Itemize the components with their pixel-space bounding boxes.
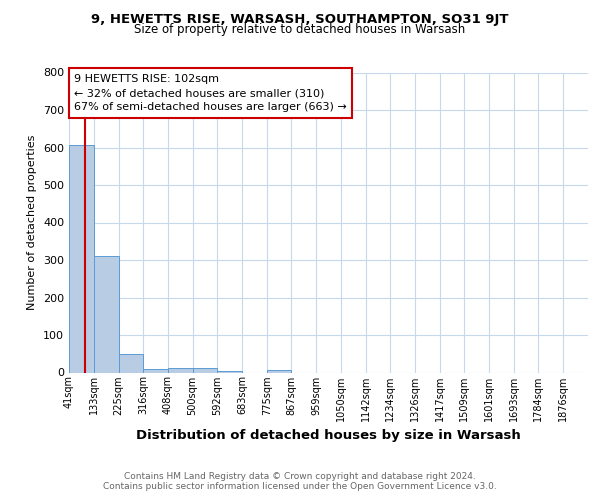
Bar: [266, 370, 292, 372]
Text: 9, HEWETTS RISE, WARSASH, SOUTHAMPTON, SO31 9JT: 9, HEWETTS RISE, WARSASH, SOUTHAMPTON, S…: [91, 12, 509, 26]
Text: Size of property relative to detached houses in Warsash: Size of property relative to detached ho…: [134, 22, 466, 36]
Bar: [119, 354, 143, 372]
Bar: [168, 368, 193, 372]
Bar: [217, 370, 242, 372]
Bar: [143, 369, 168, 372]
X-axis label: Distribution of detached houses by size in Warsash: Distribution of detached houses by size …: [136, 429, 521, 442]
Bar: [193, 368, 217, 372]
Bar: [69, 144, 94, 372]
Text: 9 HEWETTS RISE: 102sqm
← 32% of detached houses are smaller (310)
67% of semi-de: 9 HEWETTS RISE: 102sqm ← 32% of detached…: [74, 74, 347, 112]
Bar: [94, 256, 119, 372]
Text: Contains HM Land Registry data © Crown copyright and database right 2024.
Contai: Contains HM Land Registry data © Crown c…: [103, 472, 497, 491]
Y-axis label: Number of detached properties: Number of detached properties: [28, 135, 37, 310]
